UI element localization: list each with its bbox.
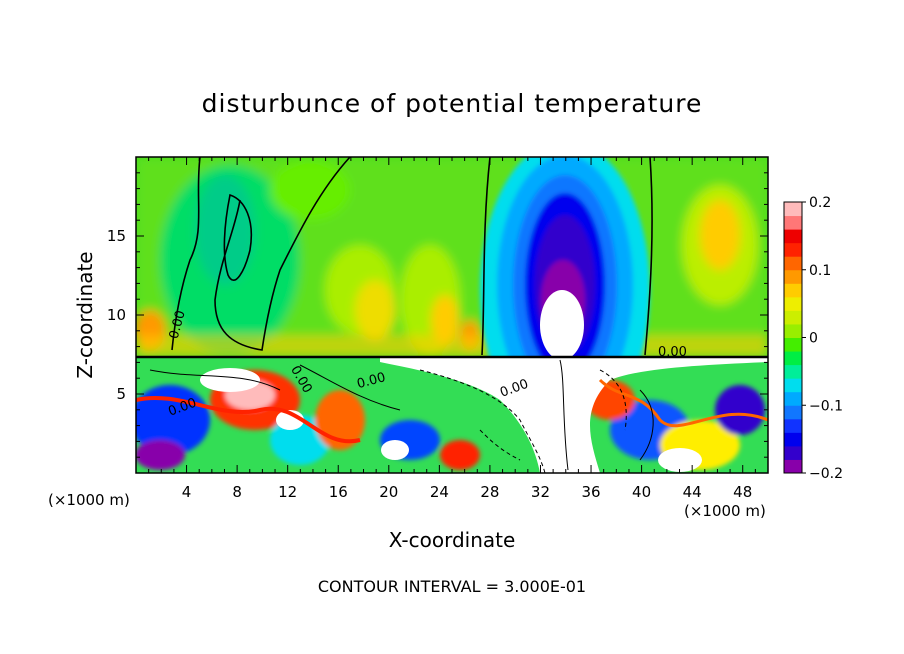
y-axis: 5 10 15	[107, 172, 768, 458]
colorbar-swatch	[784, 391, 802, 406]
colorbar-swatch	[784, 283, 802, 298]
x-tick-label: 32	[531, 483, 550, 501]
x-tick-label: 8	[232, 483, 242, 501]
x-tick-label: 20	[379, 483, 398, 501]
colorbar-swatch	[784, 378, 802, 393]
colorbar-swatch	[784, 229, 802, 244]
colorbar-swatch	[784, 269, 802, 284]
colorbar-swatch	[784, 459, 802, 474]
colorbar-swatch	[784, 405, 802, 420]
colorbar-swatch	[784, 351, 802, 366]
colorbar-swatch	[784, 215, 802, 230]
chart-title: disturbunce of potential temperature	[202, 89, 703, 118]
colorbar-swatch	[784, 337, 802, 352]
x-tick-label: 12	[278, 483, 297, 501]
colorbar-swatch	[784, 323, 802, 338]
x-tick-label: 48	[733, 483, 752, 501]
x-axis-label: X-coordinate	[389, 528, 516, 552]
contour-interval-note: CONTOUR INTERVAL = 3.000E-01	[318, 577, 586, 596]
colorbar-swatch	[784, 242, 802, 257]
colorbar-swatch	[784, 202, 802, 217]
heatmap-field: 0.00 0.00 0.00 0.00 0.00 0.00	[136, 157, 768, 473]
x-axis: 4 8 12 16 20 24 28 32 36 40 44 48	[148, 157, 756, 501]
colorbar-swatch	[784, 432, 802, 447]
colorbar-swatch	[784, 418, 802, 433]
x-tick-label: 40	[632, 483, 651, 501]
colorbar-tick-label: 0	[809, 331, 818, 347]
colorbar-swatch	[784, 296, 802, 311]
colorbar-swatch	[784, 445, 802, 460]
x-tick-label: 24	[430, 483, 449, 501]
x-tick-label: 28	[480, 483, 499, 501]
colorbar-tick-label: 0.2	[809, 195, 831, 211]
contour-label: 0.00	[658, 345, 687, 360]
x-unit-right: (×1000 m)	[684, 502, 766, 520]
y-axis-label: Z-coordinate	[73, 251, 97, 378]
x-tick-label: 36	[581, 483, 600, 501]
x-tick-label: 16	[329, 483, 348, 501]
x-tick-label: 4	[182, 483, 192, 501]
colorbar-swatch	[784, 256, 802, 271]
colorbar-swatch	[784, 310, 802, 325]
contour-label: 0.00	[167, 309, 189, 341]
y-tick-label: 10	[107, 306, 126, 324]
contour-label: 0.00	[355, 370, 387, 392]
y-tick-label: 15	[107, 227, 126, 245]
x-tick-label: 44	[683, 483, 702, 501]
x-unit-left: (×1000 m)	[48, 491, 130, 509]
colorbar-tick-label: −0.2	[809, 466, 843, 482]
y-tick-label: 5	[116, 385, 126, 403]
colorbar-tick-label: −0.1	[809, 398, 843, 414]
colorbar-swatch	[784, 364, 802, 379]
colorbar: 0.2 0.1 0 −0.1 −0.2	[783, 195, 843, 482]
colorbar-tick-label: 0.1	[809, 263, 831, 279]
